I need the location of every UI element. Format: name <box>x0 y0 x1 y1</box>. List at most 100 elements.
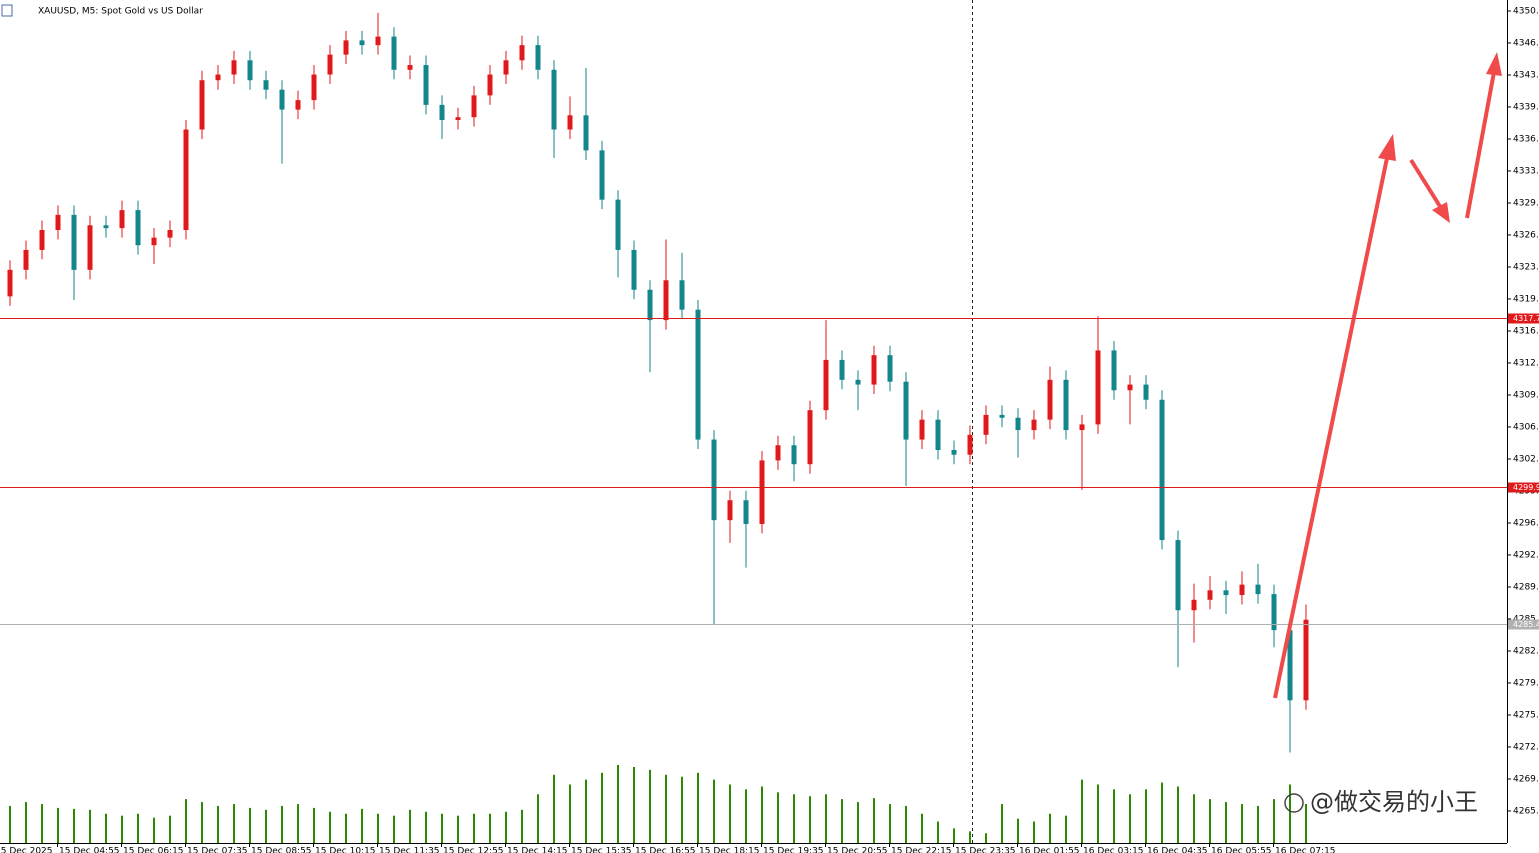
volume-bar <box>457 815 459 843</box>
volume-bar <box>505 811 507 843</box>
volume-bar <box>1305 804 1307 843</box>
candle-body <box>263 80 269 90</box>
volume-bar <box>857 802 859 843</box>
volume-bar <box>937 821 939 843</box>
annotation-arrows <box>1273 52 1502 699</box>
candle-body <box>583 115 589 151</box>
volume-bar <box>985 833 987 843</box>
volume-bar <box>73 808 75 843</box>
candle-body <box>983 414 989 435</box>
candle-body <box>87 225 93 270</box>
price-level-label: 4285.4 <box>1513 620 1539 629</box>
x-tick-label: 15 Dec 04:55 <box>59 847 120 853</box>
volume-bar <box>777 792 779 843</box>
arrow <box>1409 158 1443 210</box>
volume-bar <box>761 786 763 843</box>
volume-bar <box>25 802 27 843</box>
y-tick-label: 4265.73 <box>1513 806 1539 816</box>
y-tick-label: 4279.23 <box>1513 678 1539 688</box>
candle-body <box>567 115 573 130</box>
candle-body <box>535 45 541 70</box>
y-tick-label: 4336.6 <box>1513 134 1539 144</box>
volume-bar <box>1001 804 1003 843</box>
candle-body <box>839 359 845 380</box>
volume-bar <box>649 769 651 843</box>
candle-body <box>1239 584 1245 596</box>
candle-body <box>1111 350 1117 391</box>
volume-bar <box>1209 799 1211 843</box>
candle-body <box>615 199 621 250</box>
candle-body <box>1303 619 1309 701</box>
chart-title: XAUUSD, M5: Spot Gold vs US Dollar <box>38 7 203 17</box>
y-tick-label: 4309.6 <box>1513 390 1539 400</box>
x-tick-label: 16 Dec 07:15 <box>1275 847 1336 853</box>
volume-bar <box>41 804 43 843</box>
volume-bar <box>617 765 619 843</box>
volume-bar <box>1033 821 1035 843</box>
volume-bar <box>793 794 795 843</box>
y-tick-label: 4326.48 <box>1513 230 1539 240</box>
volume-bar <box>361 808 363 843</box>
volume-bar <box>409 809 411 843</box>
y-tick-label: 4339.98 <box>1513 102 1539 112</box>
volume-bar <box>233 804 235 843</box>
volume-bar <box>1177 786 1179 843</box>
volume-bar <box>217 805 219 843</box>
x-tick-label: 15 Dec 11:35 <box>379 847 440 853</box>
candle-body <box>871 355 877 385</box>
candle-body <box>503 60 509 75</box>
y-tick-label: 4275.85 <box>1513 710 1539 720</box>
candle-body <box>663 280 669 321</box>
candle-body <box>1143 384 1149 400</box>
volume-bar <box>633 766 635 843</box>
price-level-tag <box>1508 313 1539 324</box>
y-tick-label: 4289.35 <box>1513 582 1539 592</box>
candle-body <box>359 40 365 46</box>
candle-body <box>951 449 957 455</box>
candle-body <box>791 445 797 465</box>
candle-body <box>727 500 733 521</box>
candle-body <box>215 74 221 81</box>
volume-bar <box>185 799 187 843</box>
candle-body <box>103 225 109 229</box>
candle-body <box>1175 540 1181 611</box>
candle-body <box>919 419 925 440</box>
arrow-head <box>1486 52 1502 76</box>
volume-bar <box>1081 779 1083 843</box>
candle-body <box>1271 594 1277 631</box>
x-tick-label: 15 Dec 18:15 <box>699 847 760 853</box>
volume-bar <box>393 815 395 843</box>
volume-bar <box>313 807 315 843</box>
y-tick-label: 4296.1 <box>1513 518 1539 528</box>
price-level-label: 4317.7 <box>1513 314 1539 323</box>
volume-bar <box>153 817 155 843</box>
x-tick-label: 15 Dec 08:55 <box>251 847 312 853</box>
volume-bar <box>105 813 107 843</box>
volume-bar <box>345 813 347 843</box>
candle-body <box>391 36 397 70</box>
candle-body <box>199 80 205 130</box>
volume-bar <box>713 779 715 843</box>
volume-bar <box>1049 813 1051 843</box>
candle-body <box>1207 590 1213 600</box>
volume-bar <box>473 813 475 843</box>
volume-bar <box>377 813 379 843</box>
volume-bar <box>9 805 11 843</box>
y-tick-label: 4285.98 <box>1513 614 1539 624</box>
candle-body <box>551 69 557 130</box>
volume-bar <box>1129 794 1131 843</box>
x-tick-label: 15 Dec 23:35 <box>955 847 1016 853</box>
candle-body <box>1127 384 1133 391</box>
volume-bar <box>1193 794 1195 843</box>
volume-bar <box>1289 784 1291 843</box>
candle-body <box>887 355 893 382</box>
volume-bar <box>1097 784 1099 843</box>
volume-bar <box>297 804 299 843</box>
x-tick-label: 16 Dec 03:15 <box>1083 847 1144 853</box>
x-tick-label: 15 Dec 10:15 <box>315 847 376 853</box>
candle-body <box>311 74 317 101</box>
candle-body <box>55 214 61 231</box>
volume-bar <box>553 774 555 843</box>
candle-body <box>935 419 941 450</box>
